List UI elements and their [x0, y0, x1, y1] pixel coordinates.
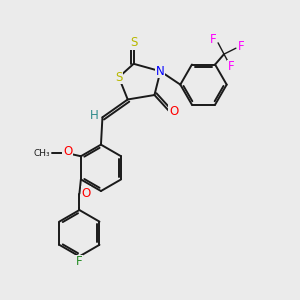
Text: H: H	[90, 109, 98, 122]
Text: N: N	[156, 65, 165, 78]
Text: F: F	[76, 255, 83, 268]
Text: S: S	[115, 71, 122, 84]
Text: O: O	[63, 145, 72, 158]
Text: F: F	[238, 40, 244, 53]
Text: O: O	[169, 105, 178, 118]
Text: CH₃: CH₃	[33, 149, 50, 158]
Text: F: F	[209, 33, 216, 46]
Text: S: S	[130, 36, 137, 49]
Text: O: O	[81, 187, 91, 200]
Text: F: F	[228, 60, 235, 74]
